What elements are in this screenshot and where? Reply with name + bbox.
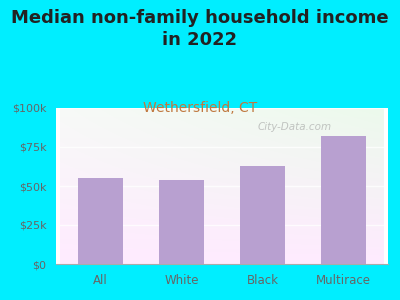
Text: Wethersfield, CT: Wethersfield, CT xyxy=(143,100,257,115)
Bar xyxy=(240,166,285,264)
Text: City-Data.com: City-Data.com xyxy=(258,122,332,132)
Bar xyxy=(78,178,123,264)
Bar xyxy=(321,136,366,264)
Text: Median non-family household income
in 2022: Median non-family household income in 20… xyxy=(11,9,389,49)
Bar xyxy=(159,180,204,264)
